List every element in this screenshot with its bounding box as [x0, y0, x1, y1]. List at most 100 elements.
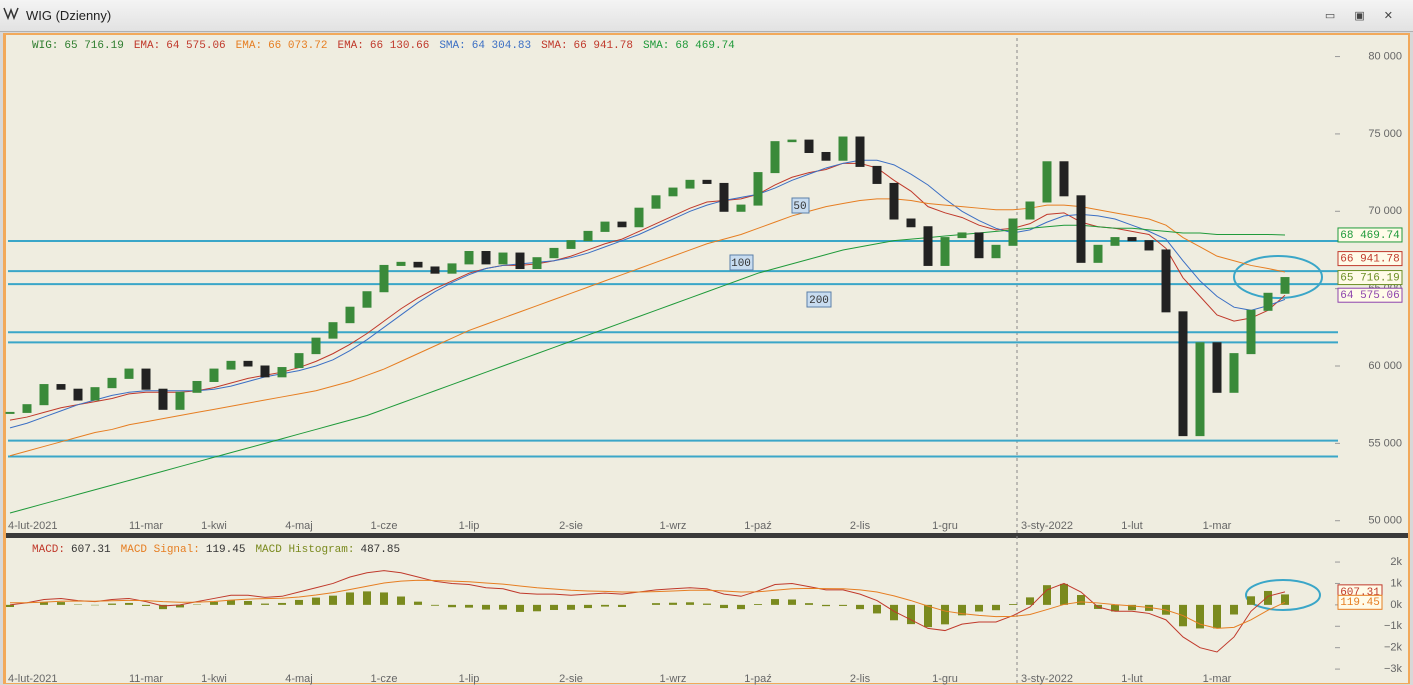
candle: [1042, 161, 1052, 203]
histogram-bar: [941, 604, 949, 625]
histogram-bar: [601, 604, 609, 607]
candle: [260, 365, 270, 378]
x-tick-label: 1-gru: [932, 673, 958, 685]
price-tag: [1337, 287, 1403, 303]
candle: [855, 136, 865, 167]
histogram-bar: [1026, 597, 1034, 605]
x-tick-label: 2-lis: [850, 520, 871, 532]
candle: [1076, 195, 1086, 263]
histogram-bar: [533, 604, 541, 612]
candle: [22, 404, 32, 413]
x-tick-label: 4-lut-2021: [8, 520, 58, 532]
candle: [923, 226, 933, 266]
candle: [1059, 161, 1069, 197]
histogram-bar: [788, 599, 796, 605]
candle: [107, 377, 117, 389]
legend-value: 66 941.78: [574, 40, 633, 52]
histogram-bar: [414, 601, 422, 605]
candle: [498, 252, 508, 265]
legend-name: WIG:: [32, 40, 58, 52]
candle: [549, 247, 559, 259]
candle: [430, 266, 440, 274]
candle: [345, 306, 355, 324]
candle: [566, 240, 576, 249]
histogram-bar: [125, 602, 133, 605]
candle: [481, 251, 491, 265]
histogram-bar: [720, 604, 728, 609]
histogram-bar: [618, 604, 626, 608]
histogram-bar: [363, 591, 371, 605]
histogram-bar: [567, 604, 575, 610]
x-tick-label: 1-gru: [932, 520, 958, 532]
moving-average: [9, 159, 1286, 429]
price-tag-label: 66 941.78: [1340, 254, 1399, 266]
histogram-bar: [448, 604, 456, 608]
candle: [1280, 277, 1290, 294]
candle: [719, 182, 729, 212]
histogram-bar: [227, 599, 235, 605]
x-tick-label: 1-wrz: [660, 520, 687, 532]
title-bar: WIG (Dzienny) ▭ ▣ ✕: [0, 0, 1413, 32]
histogram-bar: [1077, 595, 1085, 605]
legend-name: MACD Signal:: [121, 544, 200, 556]
y-tick-label: 55 000: [1368, 437, 1402, 449]
histogram-bar: [6, 604, 14, 608]
histogram-bar: [652, 603, 660, 605]
histogram-bar: [907, 604, 915, 625]
candle: [447, 263, 457, 274]
y-tick-label: 80 000: [1368, 50, 1402, 62]
x-tick-label: 4-lut-2021: [8, 673, 58, 685]
histogram-bar: [873, 604, 881, 614]
moving-average: [9, 162, 1286, 421]
x-tick-label: 1-lip: [459, 673, 480, 685]
app-icon: [3, 7, 19, 21]
candle: [753, 172, 763, 206]
y-tick-label: 70 000: [1368, 205, 1402, 217]
x-tick-label: 3-sty-2022: [1021, 520, 1073, 532]
x-tick-label: 1-mar: [1203, 520, 1232, 532]
histogram-bar: [278, 602, 286, 605]
candle: [872, 165, 882, 184]
histogram-bar: [108, 603, 116, 605]
legend-value: 119.45: [206, 544, 246, 556]
candle: [1195, 342, 1205, 437]
x-tick-label: 3-sty-2022: [1021, 673, 1073, 685]
histogram-bar: [1230, 604, 1238, 615]
candle: [685, 179, 695, 189]
histogram-bar: [1196, 604, 1204, 629]
candle: [991, 244, 1001, 259]
candle: [940, 237, 950, 266]
histogram-bar: [465, 604, 473, 608]
candle: [770, 141, 780, 174]
legend-name: SMA:: [541, 40, 567, 52]
candle: [294, 353, 304, 369]
candle: [1178, 311, 1188, 437]
legend-value: 487.85: [360, 544, 400, 556]
candle: [192, 380, 202, 393]
histogram-bar: [142, 604, 150, 606]
x-tick-label: 1-kwi: [201, 673, 227, 685]
histogram-bar: [1043, 585, 1051, 605]
y-tick-label: −1k: [1384, 620, 1403, 632]
histogram-bar: [669, 602, 677, 605]
histogram-bar: [992, 604, 1000, 611]
candle: [583, 230, 593, 242]
window-title: WIG (Dzienny): [26, 8, 112, 23]
legend: WIG: 65 716.19 EMA: 64 575.06 EMA: 66 073.72 E…: [32, 40, 735, 52]
price-tag: [1337, 227, 1403, 243]
y-tick-label: 1k: [1390, 577, 1402, 589]
histogram-bar: [890, 604, 898, 621]
histogram-bar: [40, 602, 48, 605]
candle: [702, 179, 712, 184]
candle: [175, 391, 185, 410]
window-buttons[interactable]: ▭ ▣ ✕: [1324, 10, 1401, 22]
candle: [1127, 237, 1137, 242]
histogram-bar: [771, 599, 779, 605]
moving-average: [9, 224, 1286, 514]
candle: [243, 360, 253, 367]
candle: [906, 218, 916, 228]
panel-separator: [6, 533, 1408, 538]
candle: [889, 182, 899, 220]
